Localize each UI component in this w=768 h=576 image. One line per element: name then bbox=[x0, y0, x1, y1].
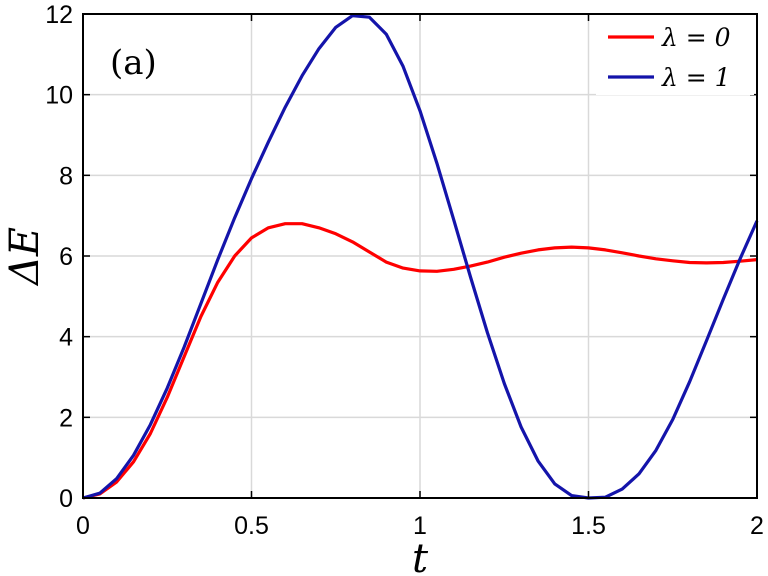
ticks bbox=[82, 13, 758, 499]
y-tick-label: 12 bbox=[45, 1, 73, 29]
tick-labels: 0 0.5 1 1.5 2 0 2 4 6 8 10 12 bbox=[45, 1, 764, 540]
legend: λ = 0 λ = 1 bbox=[596, 17, 754, 95]
legend-label-0: λ = 0 bbox=[661, 23, 731, 52]
y-tick-label: 2 bbox=[59, 404, 73, 432]
plot-lines bbox=[82, 14, 759, 500]
y-tick-label: 6 bbox=[59, 243, 73, 271]
legend-label-1: λ = 1 bbox=[661, 63, 731, 92]
panel-label: (a) bbox=[110, 43, 157, 83]
y-tick-label: 4 bbox=[59, 324, 73, 352]
x-tick-label: 2 bbox=[750, 512, 764, 540]
x-tick-label: 1.5 bbox=[571, 512, 606, 540]
y-axis-label: ΔE bbox=[2, 227, 48, 287]
x-axis-label: t bbox=[412, 536, 429, 576]
y-tick-label: 8 bbox=[59, 162, 73, 190]
grid bbox=[83, 14, 757, 498]
series-line-0 bbox=[82, 222, 758, 500]
x-tick-label: 1 bbox=[413, 512, 427, 540]
x-tick-label: 0.5 bbox=[234, 512, 269, 540]
y-tick-label: 0 bbox=[59, 485, 73, 513]
x-tick-label: 0 bbox=[76, 512, 90, 540]
y-tick-label: 10 bbox=[45, 82, 73, 110]
series-line-1 bbox=[82, 14, 759, 500]
legend-box bbox=[596, 17, 754, 95]
